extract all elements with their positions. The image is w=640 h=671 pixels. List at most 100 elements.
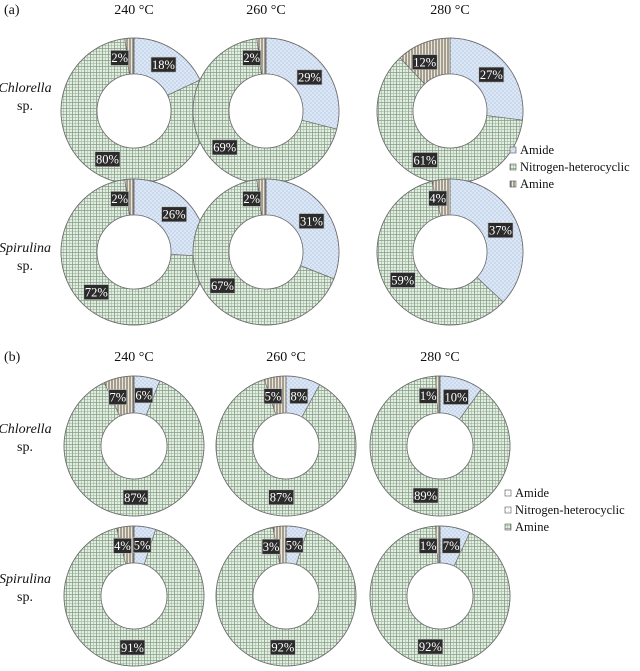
panel-b-col-240: 240 °C: [114, 350, 153, 365]
panel-a-row-spirulina-suffix: sp.: [17, 259, 33, 274]
panel-a-spirulina-280-amide-label-box: [487, 222, 514, 238]
panel-b-chlorella-280-nitrogen-label-box: [412, 487, 439, 504]
panel-a-row-chlorella-suffix: sp.: [17, 99, 33, 114]
panel-b-chlorella-260-amide-label-box: [289, 388, 309, 404]
panel-b-chlorella-280-amide-label-box: [443, 389, 469, 405]
panel-a-legend-amide: Amide: [520, 143, 554, 157]
panel-a-spirulina-260-hole: [228, 214, 304, 290]
panel-b-chlorella-240-nitrogen-label-box: [122, 489, 149, 506]
panel-b-col-260: 260 °C: [266, 350, 305, 365]
panel-b-spirulina-260-amide-label-box: [284, 537, 304, 553]
panel-a-chlorella-280-donut: 27% 61% 12%: [376, 37, 524, 185]
panel-b-chlorella-240-amide-label-box: [134, 387, 153, 404]
panel-a-chlorella-280-amine-label: 12%: [413, 55, 436, 69]
panel-a-spirulina-240-amide-label: 26%: [163, 208, 186, 222]
panel-b-chlorella-260-nitrogen-label-box: [268, 489, 295, 506]
panel-b-chlorella-280-nitrogen-label: 89%: [414, 489, 437, 503]
panel-b-chlorella-240-hole: [100, 412, 168, 480]
panel-a-chlorella-280-amide-label: 27%: [480, 68, 503, 82]
panel-b-chlorella-260-hole: [252, 412, 320, 480]
panel-b-chlorella-240-amine-label-box: [108, 389, 128, 405]
panel-a-label: (a): [4, 3, 20, 18]
panel-b-spirulina-260-hole: [252, 562, 320, 630]
panel-b-spirulina-280-outer-ring: [369, 525, 511, 667]
panel-b-label: (b): [4, 350, 21, 365]
panel-b-spirulina-280-hole: [406, 562, 474, 630]
panel-b-chlorella-260-amide-label: 8%: [290, 389, 307, 403]
panel-a-spirulina-260-amine-label-box: [242, 191, 261, 207]
panel-b-spirulina-240-nitrogen-label: 91%: [121, 641, 144, 655]
panel-b-spirulina-280-donut: 7% 92% 1%: [369, 525, 511, 667]
panel-a-legend-nitrogen: Nitrogen-heterocyclic: [520, 160, 630, 174]
panel-b-chlorella-280-outer-ring: [369, 375, 511, 517]
panel-b-chlorella-260-amine-label: 5%: [265, 390, 282, 404]
panel-a-donuts: 18%80%2%29%69%2%27%61%12%26%72%2%31%67%2…: [60, 37, 524, 326]
panel-a-legend-swatch-nitrogen: [509, 163, 517, 171]
panel-b-spirulina-240-amine-label: 4%: [114, 539, 131, 553]
panel-b-chlorella-240-amide-label: 6%: [135, 389, 152, 403]
panel-b-chlorella-280-donut: 10% 89% 1%: [369, 375, 511, 517]
panel-a-legend-swatch-amine: [509, 180, 517, 188]
panel-a-chlorella-240-amide-label-box: [150, 56, 177, 73]
panel-b-legend-nitrogen: Nitrogen-heterocyclic: [515, 503, 625, 517]
panel-a-spirulina-240-amine-label: 2%: [111, 192, 128, 206]
panel-b-chlorella-280-hole: [406, 412, 474, 480]
panel-b-spirulina-280-amine-label: 1%: [420, 539, 437, 553]
panel-a-spirulina-260-amide-label-box: [298, 213, 325, 229]
panel-b-chlorella-240-outer-ring: [63, 375, 205, 517]
panel-a: (a) 240 °C 260 °C 280 °C Chlorella sp. S…: [0, 3, 630, 326]
panel-a-spirulina-260-nitrogen-label-box: [209, 277, 236, 294]
panel-a-spirulina-280-amine-label: 4%: [429, 192, 446, 206]
panel-a-chlorella-260-hole: [228, 73, 304, 149]
panel-a-row-chlorella-name: Chlorella: [0, 81, 52, 96]
panel-b-spirulina-280-amide-label: 7%: [443, 539, 460, 553]
panel-a-spirulina-240-donut: 26% 72% 2%: [60, 178, 208, 326]
panel-b-legend-amide: Amide: [515, 486, 549, 500]
panel-a-spirulina-240-nitrogen-label: 72%: [85, 285, 108, 299]
panel-a-row-spirulina-name: Spirulina: [0, 241, 51, 256]
panel-b-row-chlorella-suffix: sp.: [17, 440, 33, 455]
panel-b-spirulina-280-nitrogen-label-box: [417, 638, 444, 655]
panel-b-spirulina-280-nitrogen-label: 92%: [419, 640, 442, 654]
panel-b-spirulina-260-nitrogen-label-box: [269, 639, 296, 656]
panel-b-legend-swatch-amide: [504, 489, 512, 497]
panel-a-chlorella-260-amine-label: 2%: [243, 51, 260, 65]
panel-a-chlorella-240-amide-label: 18%: [152, 58, 175, 72]
panel-b-chlorella-240-nitrogen-label: 87%: [124, 491, 147, 505]
panel-a-chlorella-280-amide-label-box: [478, 66, 505, 83]
panel-a-chlorella-280-hole: [412, 73, 488, 149]
panel-b-spirulina-260-donut: 5% 92% 3%: [215, 525, 357, 667]
panel-a-spirulina-260-donut: 31% 67% 2%: [192, 178, 340, 326]
panel-a-legend: Amide Nitrogen-heterocyclic Amine: [509, 143, 630, 191]
panel-a-spirulina-260-amine-label: 2%: [243, 192, 260, 206]
panel-a-col-260: 260 °C: [246, 3, 285, 18]
panel-a-chlorella-280-amine-label-box: [411, 54, 438, 70]
panel-a-spirulina-240-amide-label-box: [161, 206, 187, 223]
panel-b-chlorella-280-amine-label-box: [418, 388, 438, 404]
panel-b-chlorella-260-amine-label-box: [263, 388, 283, 405]
panel-b-chlorella-260-donut: 8% 87% 5%: [215, 375, 357, 517]
panel-b-spirulina-260-nitrogen-label: 92%: [271, 641, 294, 655]
panel-a-chlorella-260-nitrogen-label-box: [211, 139, 238, 156]
panel-b-legend-amine: Amine: [515, 520, 549, 534]
panel-a-spirulina-260-nitrogen-label: 67%: [211, 279, 234, 293]
panel-b-spirulina-240-amide-label: 5%: [134, 538, 151, 552]
panel-b-legend-swatch-nitrogen: [504, 506, 512, 514]
panel-a-chlorella-240-nitrogen-label: 80%: [96, 153, 119, 167]
panel-b-spirulina-280-amide-label-box: [441, 537, 461, 554]
panel-a-chlorella-260-amide-label: 29%: [298, 71, 321, 85]
panel-a-chlorella-240-amine-label-box: [110, 50, 129, 66]
panel-b-chlorella-260-outer-ring: [215, 375, 357, 517]
panel-b-donuts: 6%87%7% 8%87%5% 10%89%1%5%91%4% 5%92%3% 7%92…: [63, 375, 511, 667]
panel-a-chlorella-240-hole: [96, 73, 172, 149]
panel-b-spirulina-240-amine-label-box: [113, 537, 132, 554]
panel-b-spirulina-260-amine-label: 3%: [263, 540, 280, 554]
panel-b-chlorella-280-amine-label: 1%: [420, 389, 437, 403]
panel-b-spirulina-240-amide-label-box: [132, 537, 152, 553]
panel-a-chlorella-280-nitrogen-label-box: [412, 152, 438, 168]
panel-a-spirulina-240-hole: [96, 214, 172, 290]
panel-b-spirulina-240-donut: 5% 91% 4%: [63, 525, 205, 667]
panel-a-spirulina-280-amide-label: 37%: [489, 224, 512, 238]
panel-a-spirulina-280-outer-ring: [376, 178, 524, 326]
panel-a-spirulina-280-nitrogen-label: 59%: [391, 273, 414, 287]
